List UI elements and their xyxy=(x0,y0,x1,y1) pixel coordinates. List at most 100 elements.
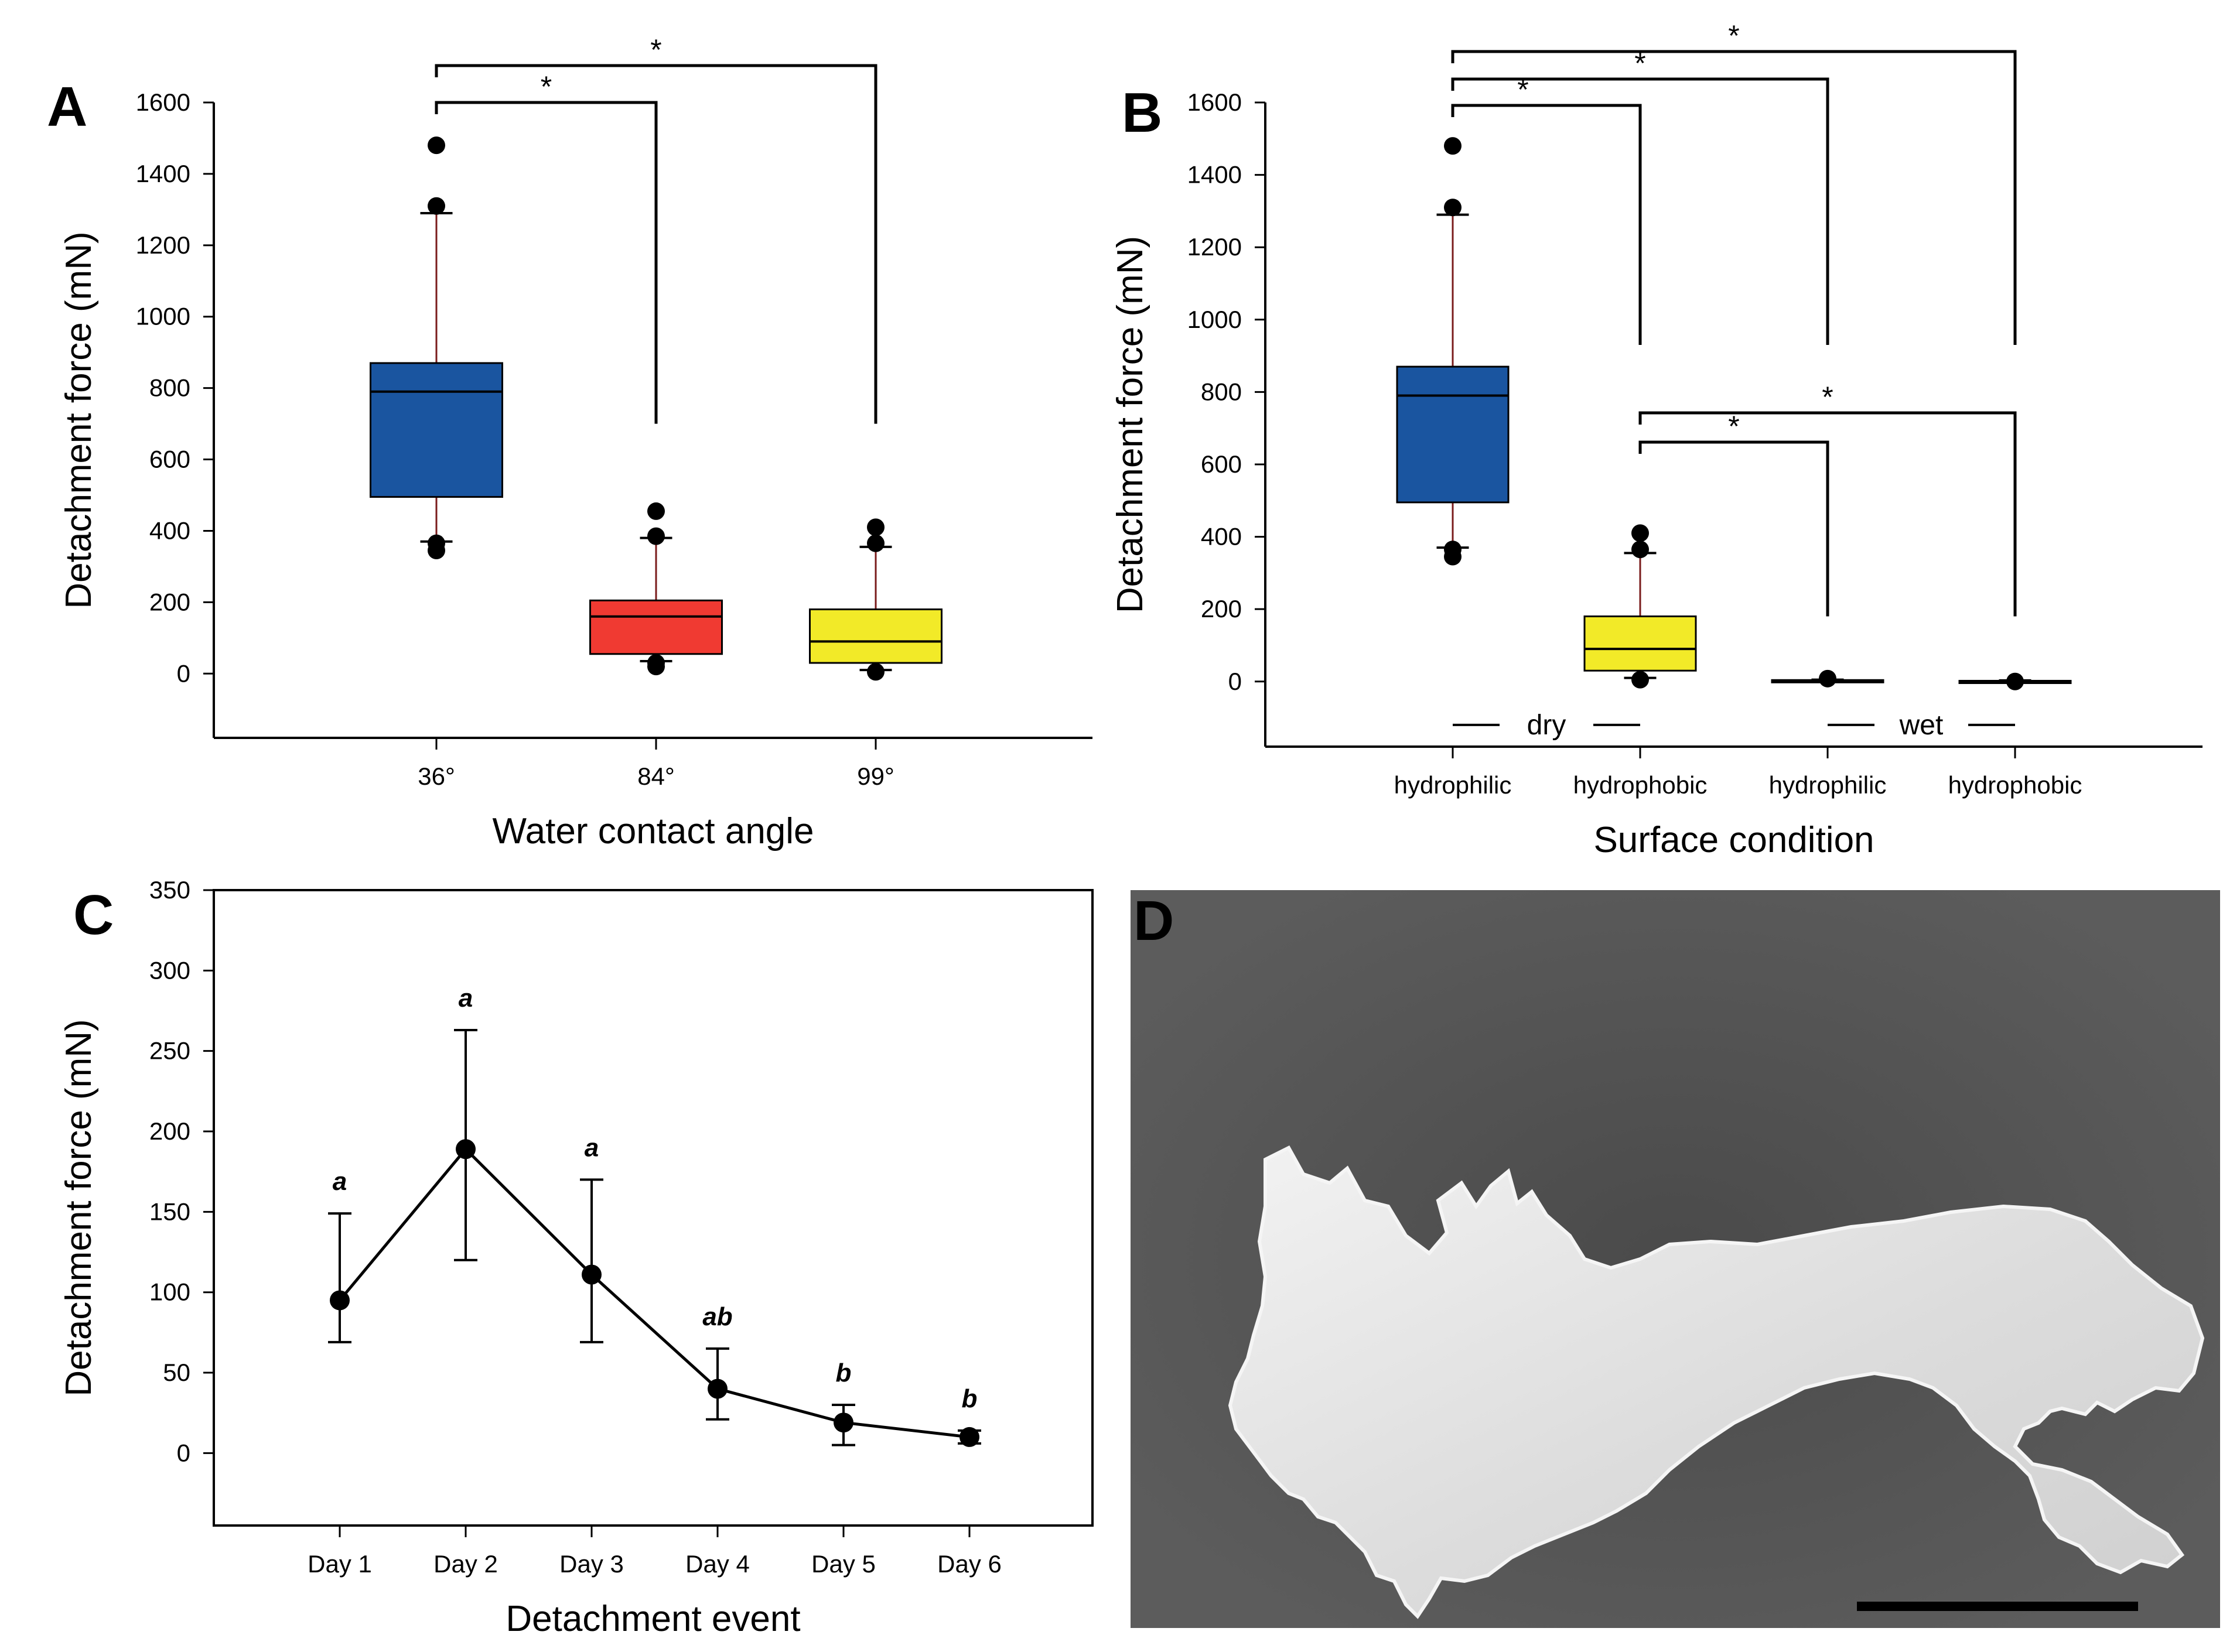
panel-b-letter: B xyxy=(1122,81,1162,144)
chart-b-significance-label: * xyxy=(1517,73,1528,106)
chart-c-x-tick-label: Day 6 xyxy=(937,1550,1002,1578)
chart-c-group-letter: a xyxy=(333,1167,347,1196)
chart-b-outlier xyxy=(2006,672,2024,690)
chart-c-x-tick-label: Day 5 xyxy=(811,1550,876,1578)
chart-c-y-tick-label: 350 xyxy=(149,876,190,904)
chart-b-significance-bracket xyxy=(1451,50,2017,346)
chart-b-significance-label: * xyxy=(1822,381,1833,413)
chart-c-group-letter: a xyxy=(585,1133,599,1162)
chart-b-y-tick-label: 200 xyxy=(1201,595,1242,623)
chart-b-x-tick-label: hydrophobic xyxy=(1573,771,1708,799)
chart-c-data-point xyxy=(456,1139,476,1160)
chart-b-y-tick-label: 0 xyxy=(1228,668,1242,695)
chart-a-outlier xyxy=(647,502,665,520)
chart-b-y-tick-label: 800 xyxy=(1201,378,1242,405)
sem-specimen-shape xyxy=(1228,1145,2205,1619)
chart-a-x-tick-label: 84° xyxy=(637,762,675,790)
chart-c-y-tick-label: 0 xyxy=(177,1439,190,1466)
chart-a-outlier xyxy=(647,654,665,672)
chart-a-y-tick-label: 200 xyxy=(149,588,190,615)
chart-c-data-point xyxy=(834,1412,853,1433)
chart-a-outlier xyxy=(867,663,885,681)
chart-c-data-point xyxy=(330,1290,350,1311)
chart-c-group-letter: b xyxy=(962,1384,978,1413)
chart-b-y-tick-label: 1200 xyxy=(1187,233,1242,261)
chart-b-significance-label: * xyxy=(1728,410,1739,443)
chart-b-significance-bracket xyxy=(1638,440,1829,617)
chart-b-outlier xyxy=(1631,524,1649,542)
chart-c: 0 50 100 150 200 250 300 350 Day 1 Day 2 Day 3 Day … xyxy=(59,876,1094,1639)
chart-c-group-letter: b xyxy=(836,1359,852,1387)
chart-b-significance-label: * xyxy=(1634,47,1645,80)
chart-b-y-axis-title: Detachment force (mN) xyxy=(1110,236,1150,613)
chart-c-y-tick-label: 100 xyxy=(149,1278,190,1306)
panel-a-letter: A xyxy=(47,76,87,138)
chart-c-y-axis-title: Detachment force (mN) xyxy=(59,1019,99,1396)
chart-c-x-tick-label: Day 3 xyxy=(559,1550,624,1578)
chart-c-y-tick-label: 50 xyxy=(163,1359,190,1386)
chart-a-outlier xyxy=(428,136,445,155)
chart-a-outlier xyxy=(867,518,885,536)
sem-scale-bar xyxy=(1857,1602,2138,1611)
chart-a-y-tick-label: 400 xyxy=(149,517,190,544)
chart-b-y-tick-label: 1600 xyxy=(1187,88,1242,116)
chart-c-series-line xyxy=(339,1147,970,1439)
chart-c-y-tick-label: 150 xyxy=(149,1198,190,1225)
chart-b-outlier xyxy=(1444,541,1462,559)
panel-c-letter: C xyxy=(73,884,114,946)
chart-c-y-tick-label: 200 xyxy=(149,1117,190,1145)
chart-a-y-tick-label: 1000 xyxy=(136,303,190,330)
chart-b-outlier xyxy=(1444,199,1462,217)
chart-b-significance-bracket xyxy=(1638,411,2017,617)
chart-b: 0 200 400 600 800 1000 1200 1400 1600 hydrophilic… xyxy=(1110,19,2203,860)
chart-b-y-tick-label: 1000 xyxy=(1187,306,1242,333)
chart-b-y-tick-label: 400 xyxy=(1201,523,1242,550)
chart-b-x-tick-label: hydrophilic xyxy=(1394,771,1512,799)
chart-c-x-tick-label: Day 4 xyxy=(685,1550,750,1578)
chart-c-group-letter: ab xyxy=(702,1302,732,1331)
chart-c-y-tick-label: 300 xyxy=(149,956,190,984)
chart-c-x-tick-label: Day 2 xyxy=(433,1550,498,1578)
chart-c-x-tick-label: Day 1 xyxy=(308,1550,372,1578)
chart-b-significance-bracket xyxy=(1451,104,1642,346)
chart-b-outlier xyxy=(1444,137,1462,155)
chart-a-box xyxy=(589,599,723,655)
chart-b-x-tick-label: hydrophobic xyxy=(1948,771,2082,799)
chart-b-x-axis-title: Surface condition xyxy=(1593,820,1874,860)
chart-c-data-point xyxy=(708,1379,728,1399)
chart-a-outlier xyxy=(428,197,445,215)
sem-micrograph xyxy=(1131,890,2220,1628)
chart-a-y-tick-label: 1200 xyxy=(136,231,190,259)
chart-a-y-tick-label: 0 xyxy=(177,659,190,687)
chart-c-x-axis-title: Detachment event xyxy=(506,1599,800,1639)
chart-a-outlier xyxy=(428,534,445,552)
panel-d-letter: D xyxy=(1133,890,1174,952)
chart-a-y-tick-label: 1400 xyxy=(136,160,190,187)
chart-b-box xyxy=(1396,365,1510,504)
chart-b-y-tick-label: 600 xyxy=(1201,450,1242,478)
chart-a-y-tick-label: 1600 xyxy=(136,88,190,116)
chart-c-data-point xyxy=(582,1264,602,1285)
chart-a-x-axis-title: Water contact angle xyxy=(492,811,814,851)
chart-a: 0 200 400 600 800 1000 1200 1400 1600 36° 84° 99° Wa… xyxy=(59,33,1092,851)
chart-a-y-tick-label: 800 xyxy=(149,374,190,402)
chart-a-significance-bracket xyxy=(435,64,877,424)
chart-a-significance-label: * xyxy=(650,33,661,66)
chart-a-y-axis-title: Detachment force (mN) xyxy=(59,231,99,608)
chart-a-x-tick-label: 36° xyxy=(418,762,455,790)
chart-a-x-tick-label: 99° xyxy=(857,762,894,790)
chart-a-outlier xyxy=(647,527,665,545)
chart-b-outlier xyxy=(1819,669,1836,688)
chart-a-significance-bracket xyxy=(435,101,658,424)
chart-b-box xyxy=(1583,615,1697,672)
chart-c-y-tick-label: 250 xyxy=(149,1037,190,1065)
chart-a-significance-label: * xyxy=(541,70,552,103)
chart-b-significance-bracket xyxy=(1451,77,1829,346)
chart-b-x-tick-label: hydrophilic xyxy=(1769,771,1887,799)
chart-b-outlier xyxy=(1631,671,1649,689)
chart-b-group-label: dry xyxy=(1527,710,1566,741)
chart-b-group-label: wet xyxy=(1899,710,1944,741)
chart-b-significance-label: * xyxy=(1728,19,1739,52)
chart-b-outlier xyxy=(1631,541,1649,559)
